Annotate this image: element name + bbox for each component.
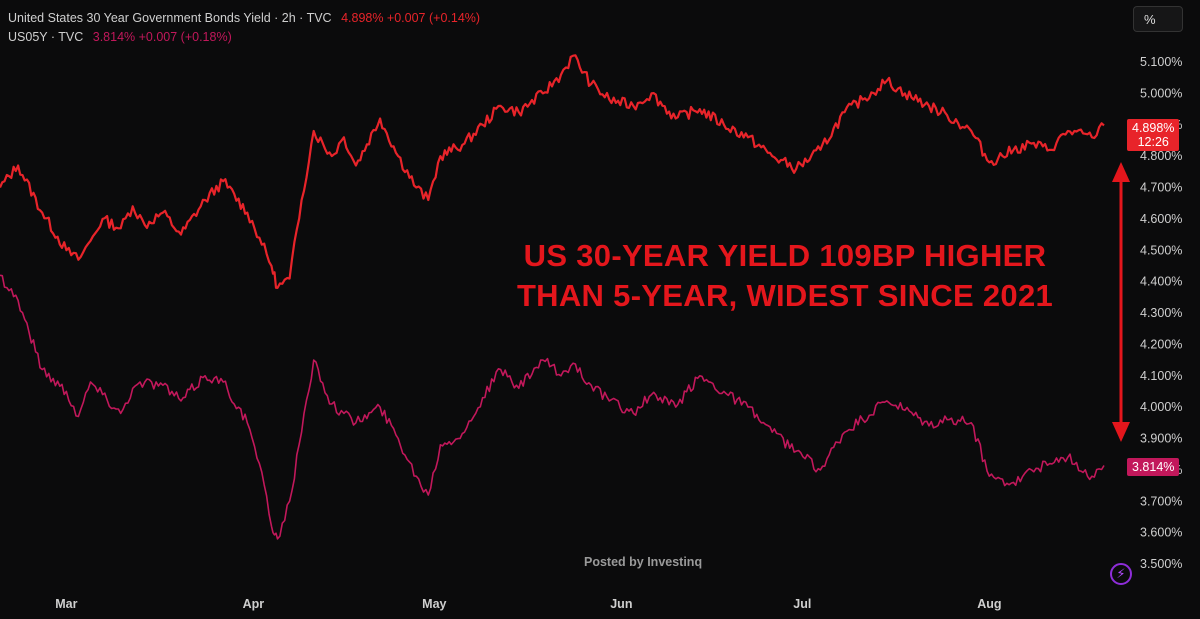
legend-us30y[interactable]: United States 30 Year Government Bonds Y…	[8, 11, 480, 25]
y-tick-label: 4.000%	[1140, 400, 1182, 414]
series-layer	[0, 54, 1105, 540]
y-tick-label: 4.700%	[1140, 181, 1182, 195]
spread-arrow-head-down	[1112, 422, 1130, 442]
x-tick-label: Aug	[977, 597, 1001, 611]
annotation-line-1: US 30-YEAR YIELD 109BP HIGHER	[523, 238, 1047, 273]
y-tick-label: 3.900%	[1140, 432, 1182, 446]
price-tag-us30y-countdown: 12:26	[1137, 135, 1169, 149]
watermark-text: Posted by Investinq	[584, 555, 703, 569]
price-tag-us05y: 3.814%	[1127, 458, 1180, 476]
y-tick-label: 5.000%	[1140, 86, 1182, 100]
x-tick-label: Jul	[793, 597, 811, 611]
legend-us05y-value: 3.814% +0.007 (+0.18%)	[92, 30, 232, 44]
y-axis: 3.500%3.600%3.700%3.800%3.900%4.000%4.10…	[1140, 55, 1182, 571]
spread-arrow-head-up	[1112, 162, 1130, 182]
y-tick-label: 3.600%	[1140, 526, 1182, 540]
x-tick-label: Apr	[243, 597, 265, 611]
price-tag-us30y: 4.898% 12:26	[1127, 119, 1180, 151]
legend-us30y-label: United States 30 Year Government Bonds Y…	[8, 11, 332, 25]
y-tick-label: 4.200%	[1140, 337, 1182, 351]
legend-us05y[interactable]: US05Y · TVC 3.814% +0.007 (+0.18%)	[8, 30, 232, 44]
price-tag-us30y-value: 4.898%	[1132, 121, 1175, 135]
x-axis: Mar Apr May Jun Jul Aug	[55, 597, 1001, 611]
spread-arrow	[1112, 162, 1130, 442]
lightning-bolt-circle-icon[interactable]: ⚡	[1110, 563, 1132, 585]
x-tick-label: Jun	[610, 597, 632, 611]
x-tick-label: May	[422, 597, 446, 611]
y-tick-label: 5.100%	[1140, 55, 1182, 69]
spread-annotation: US 30-YEAR YIELD 109BP HIGHER THAN 5-YEA…	[485, 236, 1085, 316]
x-tick-label: Mar	[55, 597, 77, 611]
legend-us30y-value: 4.898% +0.007 (+0.14%)	[341, 11, 481, 25]
y-tick-label: 4.800%	[1140, 149, 1182, 163]
y-tick-label: 4.500%	[1140, 243, 1182, 257]
y-tick-label: 4.300%	[1140, 306, 1182, 320]
series-line-us05y	[0, 274, 1105, 540]
y-tick-label: 4.100%	[1140, 369, 1182, 383]
unit-toggle-button[interactable]: %	[1133, 6, 1183, 32]
y-tick-label: 4.600%	[1140, 212, 1182, 226]
annotation-line-2: THAN 5-YEAR, WIDEST SINCE 2021	[516, 278, 1054, 313]
y-tick-label: 3.500%	[1140, 557, 1182, 571]
series-line-us30y	[0, 54, 1105, 289]
y-tick-label: 3.700%	[1140, 494, 1182, 508]
y-tick-label: 4.400%	[1140, 275, 1182, 289]
legend-us05y-label: US05Y · TVC	[8, 30, 84, 44]
